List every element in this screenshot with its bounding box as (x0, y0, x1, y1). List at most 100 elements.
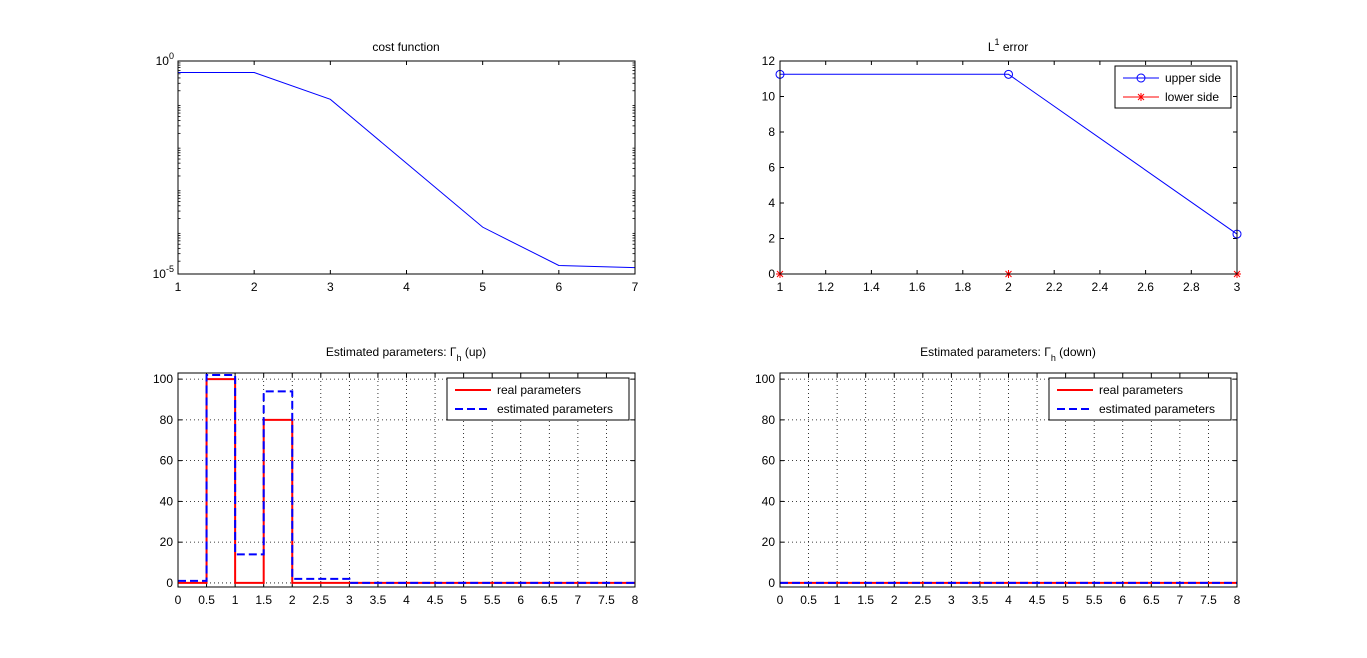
y-tick-label: 10 (762, 90, 776, 104)
y-tick-label: 100 (755, 372, 775, 386)
x-tick-label: 0.5 (800, 593, 817, 607)
x-tick-label: 2 (289, 593, 296, 607)
params-down-plot-area: 0 0.5 1 1.5 2 2.5 3 3.5 4 4.5 5 5.5 6 6.5 7 7.5 80204060… (755, 372, 1241, 607)
x-tick-label: 6.5 (1143, 593, 1160, 607)
plot-background (178, 61, 635, 274)
x-tick-label: 1.2 (817, 280, 834, 294)
legend-label-1: estimated parameters (1099, 402, 1215, 416)
params-up-panel: Estimated parameters: Γh (up) 0 0.5 1 1.5 2 2… (153, 345, 639, 607)
x-tick-label: 6 (1119, 593, 1126, 607)
x-tick-label: 6.5 (541, 593, 558, 607)
x-tick-label: 4 (1005, 593, 1012, 607)
x-tick-label: 1 (777, 280, 784, 294)
params-up-title-sub: h (456, 353, 461, 363)
legend-box (1114, 65, 1232, 109)
y-tick-base: 10 (153, 267, 167, 281)
y-tick-label: 20 (160, 535, 174, 549)
legend-label-0: real parameters (1099, 383, 1183, 397)
x-tick-label: 8 (632, 593, 639, 607)
y-tick-label: 4 (768, 196, 775, 210)
y-tick-label: 100 (153, 372, 173, 386)
x-tick-label: 4.5 (427, 593, 444, 607)
x-tick-label: 1.6 (909, 280, 926, 294)
y-tick-label: 40 (762, 494, 776, 508)
y-tick-label: 100 (156, 51, 174, 68)
data-point-circle (1004, 69, 1013, 79)
legend: real parameters estimated parameters (446, 377, 630, 421)
y-tick-label: 12 (762, 54, 776, 68)
legend-box (1048, 377, 1232, 421)
legend: real parameters estimated parameters (1048, 377, 1232, 421)
x-tick-label: 2.4 (1092, 280, 1109, 294)
x-tick-label: 6 (517, 593, 524, 607)
x-tick-label: 1.5 (857, 593, 874, 607)
y-tick-label: 60 (160, 454, 174, 468)
x-tick-label: 7.5 (1200, 593, 1217, 607)
x-tick-label: 6 (555, 280, 562, 294)
x-tick-label: 4 (403, 280, 410, 294)
x-tick-label: 3.5 (370, 593, 387, 607)
legend-label-1: lower side (1165, 90, 1219, 104)
y-tick-label: 8 (768, 125, 775, 139)
l1-error-title-sup: 1 (995, 37, 1000, 47)
x-tick-label: 7 (632, 280, 639, 294)
l1-error-panel: L1 error 1 1.2 1.4 1.6 1.8 2 2.2 2.4 2.6 2.8 30246… (762, 37, 1242, 294)
cost-function-title: cost function (372, 40, 439, 54)
l1-error-plot-area: 1 1.2 1.4 1.6 1.8 2 2.2 2.4 2.6 2.8 3 0 2 4 6 8 10 12 uppe… (762, 54, 1242, 294)
params-down-title-main: Estimated parameters: Γ (920, 345, 1051, 359)
x-tick-label: 3.5 (972, 593, 989, 607)
x-tick-label: 3 (346, 593, 353, 607)
x-tick-label: 3 (327, 280, 334, 294)
legend-marker-circle (1136, 73, 1146, 83)
x-tick-label: 1 (834, 593, 841, 607)
params-down-title: Estimated parameters: Γh (down) (920, 345, 1096, 363)
series-line-1 (178, 374, 635, 584)
x-tick-label: 2.5 (914, 593, 931, 607)
l1-error-title-rest: error (1000, 40, 1029, 54)
legend-label-0: real parameters (497, 383, 581, 397)
params-down-panel: Estimated parameters: Γh (down) 0 0.5 1 1.5… (755, 345, 1241, 607)
legend-marker-star (1137, 93, 1145, 101)
y-tick-label: 20 (762, 535, 776, 549)
x-tick-label: 1.4 (863, 280, 880, 294)
y-tick-label: 80 (160, 413, 174, 427)
axes-frame (779, 372, 1238, 588)
params-up-title-rest: (up) (462, 345, 487, 359)
x-tick-label: 5 (1062, 593, 1069, 607)
y-tick-label: 10-5 (153, 264, 174, 281)
x-tick-label: 4.5 (1029, 593, 1046, 607)
legend-label-0: upper side (1165, 71, 1221, 85)
x-tick-label: 3 (1234, 280, 1241, 294)
x-tick-label: 4 (403, 593, 410, 607)
y-tick-label: 0 (768, 576, 775, 590)
x-tick-label: 2 (1005, 280, 1012, 294)
y-tick-label: 60 (762, 454, 776, 468)
x-tick-label: 0.5 (198, 593, 215, 607)
l1-error-title: L1 error (988, 37, 1028, 54)
y-tick-label: 6 (768, 161, 775, 175)
x-tick-label: 3 (948, 593, 955, 607)
x-tick-label: 0 (777, 593, 784, 607)
axes-frame (177, 60, 636, 275)
y-tick-exponent: -5 (166, 264, 174, 274)
params-up-title-main: Estimated parameters: Γ (326, 345, 457, 359)
x-tick-label: 2 (891, 593, 898, 607)
axes-frame (779, 60, 1238, 275)
legend-box (446, 377, 630, 421)
x-tick-label: 1 (232, 593, 239, 607)
legend: upper side lower side (1114, 65, 1232, 109)
series-line-0 (780, 73, 1238, 235)
x-tick-label: 7 (1177, 593, 1184, 607)
x-tick-label: 5.5 (484, 593, 501, 607)
x-tick-label: 2.5 (312, 593, 329, 607)
x-tick-label: 7.5 (598, 593, 615, 607)
y-tick-label: 40 (160, 494, 174, 508)
x-tick-label: 5 (479, 280, 486, 294)
x-tick-label: 7 (575, 593, 582, 607)
y-tick-base: 10 (156, 54, 170, 68)
x-tick-label: 5 (460, 593, 467, 607)
params-down-title-sub: h (1051, 353, 1056, 363)
axes-frame (177, 372, 636, 588)
